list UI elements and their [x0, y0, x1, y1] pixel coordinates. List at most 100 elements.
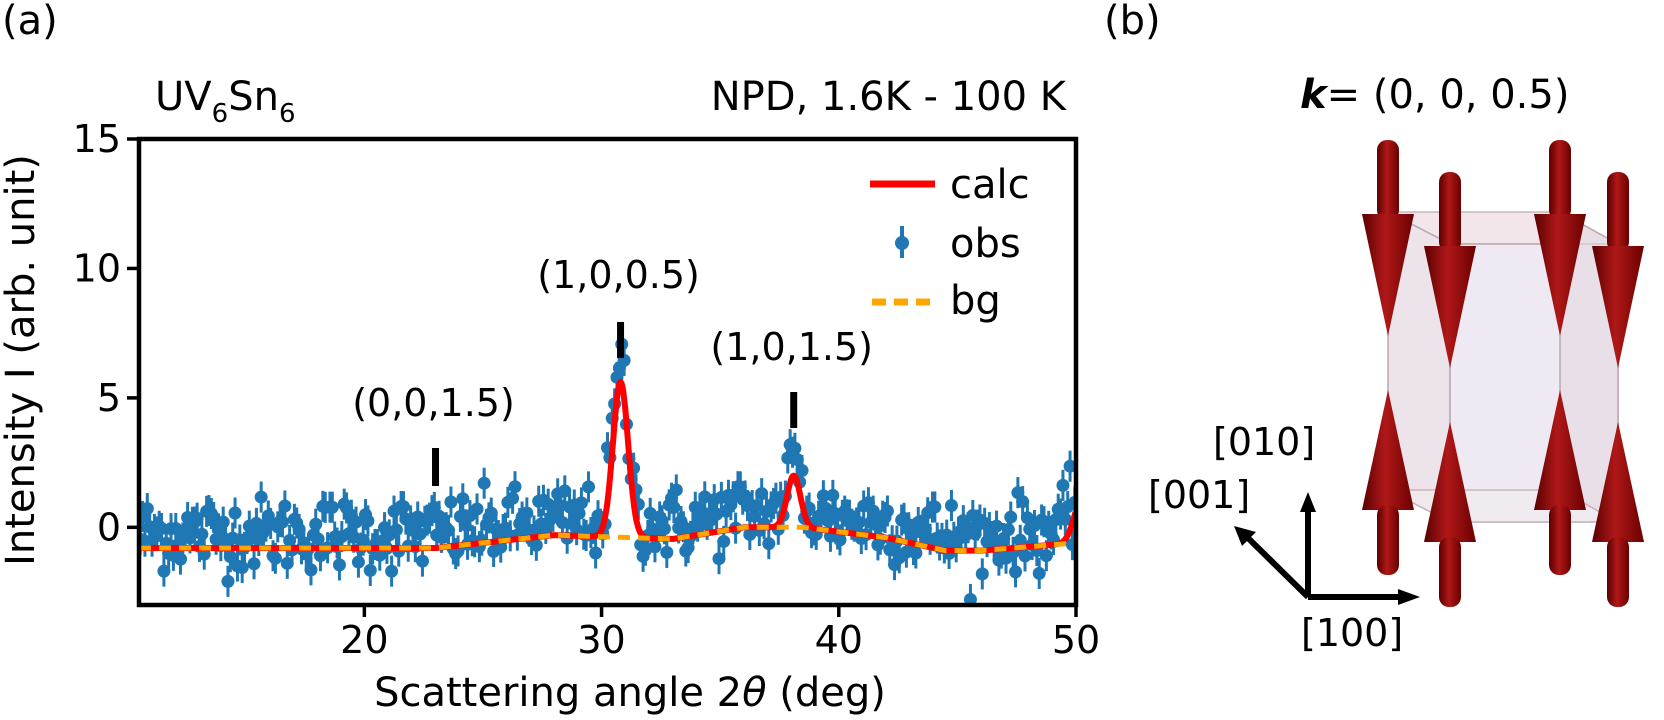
obs-point	[826, 488, 840, 502]
crystal-axes: [010] [001] [100]	[1148, 420, 1420, 655]
obs-point	[717, 534, 731, 548]
bg-line	[139, 524, 1076, 554]
y-tick-label: 15	[73, 117, 121, 161]
y-tick-label: 5	[97, 376, 121, 420]
spin-arrowhead-up	[1534, 390, 1586, 510]
obs-point	[444, 495, 458, 509]
obs-point	[278, 499, 292, 513]
obs-point	[963, 592, 977, 605]
x-tick-label: 50	[1052, 618, 1100, 662]
peak-label: (1,0,0.5)	[537, 253, 700, 297]
obs-point	[363, 563, 377, 577]
obs-point	[195, 527, 209, 541]
magnetic-structure: k= (0, 0, 0.5) [010] [	[1148, 72, 1644, 655]
legend: calc obs bg	[870, 162, 1030, 324]
k-symbol: k	[1300, 72, 1329, 118]
theta-symbol: θ	[742, 670, 766, 716]
obs-point	[1056, 478, 1070, 492]
obs-point	[1004, 510, 1018, 524]
obs-point	[309, 517, 323, 531]
obs-point	[990, 519, 1004, 533]
obs-point	[276, 515, 290, 529]
y-axis-title: Intensity I (arb. unit)	[0, 154, 44, 566]
axis-label-100: [100]	[1301, 611, 1403, 655]
legend-obs-marker	[895, 236, 909, 250]
obs-point	[415, 554, 429, 568]
x-tick-label: 30	[577, 618, 625, 662]
obs-point	[389, 523, 403, 537]
obs-point	[648, 540, 662, 554]
obs-point	[332, 558, 346, 572]
obs-point	[762, 537, 776, 551]
obs-point	[529, 538, 543, 552]
obs-point	[1063, 459, 1076, 473]
legend-obs-label: obs	[950, 221, 1021, 267]
spin-rod-top	[1439, 172, 1461, 252]
obs-point	[582, 480, 596, 494]
spin-arrowhead-down	[1592, 246, 1644, 368]
k-vector-label: k= (0, 0, 0.5)	[1300, 72, 1569, 118]
peak-label: (1,0,1.5)	[710, 325, 873, 369]
x-axis-title: Scattering angle 2θ (deg)	[374, 670, 886, 716]
obs-point	[788, 441, 802, 455]
compound-label: UV6Sn6	[155, 74, 295, 129]
obs-point	[660, 545, 674, 559]
measurement-label: NPD, 1.6K - 100 K	[711, 74, 1068, 120]
obs-point	[1018, 549, 1032, 563]
spin-rod-top	[1549, 140, 1571, 220]
obs-point	[589, 546, 603, 560]
compound-base: UV	[155, 74, 212, 120]
obs-point	[657, 522, 671, 536]
spin-arrowhead-up	[1592, 422, 1644, 542]
axes: 20 30 40 50 0 5 10 15	[73, 117, 1101, 662]
y-tick-label: 0	[97, 505, 121, 549]
obs-point	[228, 506, 242, 520]
obs-point	[235, 561, 249, 575]
obs-point	[325, 500, 339, 514]
obs-point	[385, 564, 399, 578]
spin-arrowhead-up	[1362, 390, 1414, 510]
obs-point	[1032, 566, 1046, 580]
obs-point	[456, 492, 470, 506]
spin-rod-bottom	[1607, 537, 1629, 607]
obs-point	[944, 498, 958, 512]
obs-point	[880, 504, 894, 518]
obs-point	[1065, 538, 1076, 552]
spin-rod-bottom	[1439, 537, 1461, 607]
obs-point	[140, 502, 154, 516]
obs-point	[669, 483, 683, 497]
obs-point	[477, 476, 491, 490]
obs-point	[221, 574, 235, 588]
obs-point	[508, 480, 522, 494]
obs-point	[361, 514, 375, 528]
legend-bg-label: bg	[950, 278, 1001, 324]
spin-rod-bottom	[1549, 505, 1571, 575]
obs-point	[396, 500, 410, 514]
compound-sub1: 6	[212, 99, 229, 129]
obs-point	[520, 506, 534, 520]
spin-rod-bottom	[1377, 505, 1399, 575]
spin-rod-top	[1607, 172, 1629, 252]
obs-point	[268, 551, 282, 565]
plot-frame	[136, 136, 1079, 608]
obs-point	[795, 464, 809, 478]
compound-mid: Sn	[228, 74, 279, 120]
obs-point	[975, 567, 989, 581]
obs-point	[574, 496, 588, 510]
spin-arrows	[1362, 140, 1644, 607]
spin-arrowhead-up	[1424, 422, 1476, 542]
x-tick-label: 40	[815, 618, 863, 662]
y-tick-label: 10	[73, 246, 121, 290]
obs-point	[833, 533, 847, 547]
fit-lines	[139, 379, 1076, 554]
peak-markers: (0,0,1.5) (1,0,0.5)(1,0,1.5)	[352, 253, 873, 486]
spin-rod-top	[1377, 140, 1399, 220]
obs-point	[506, 491, 520, 505]
obs-point	[909, 546, 923, 560]
obs-point	[254, 490, 268, 504]
obs-point	[216, 515, 230, 529]
peak-label: (0,0,1.5)	[352, 381, 515, 425]
obs-point	[667, 500, 681, 514]
legend-calc-label: calc	[950, 162, 1030, 208]
